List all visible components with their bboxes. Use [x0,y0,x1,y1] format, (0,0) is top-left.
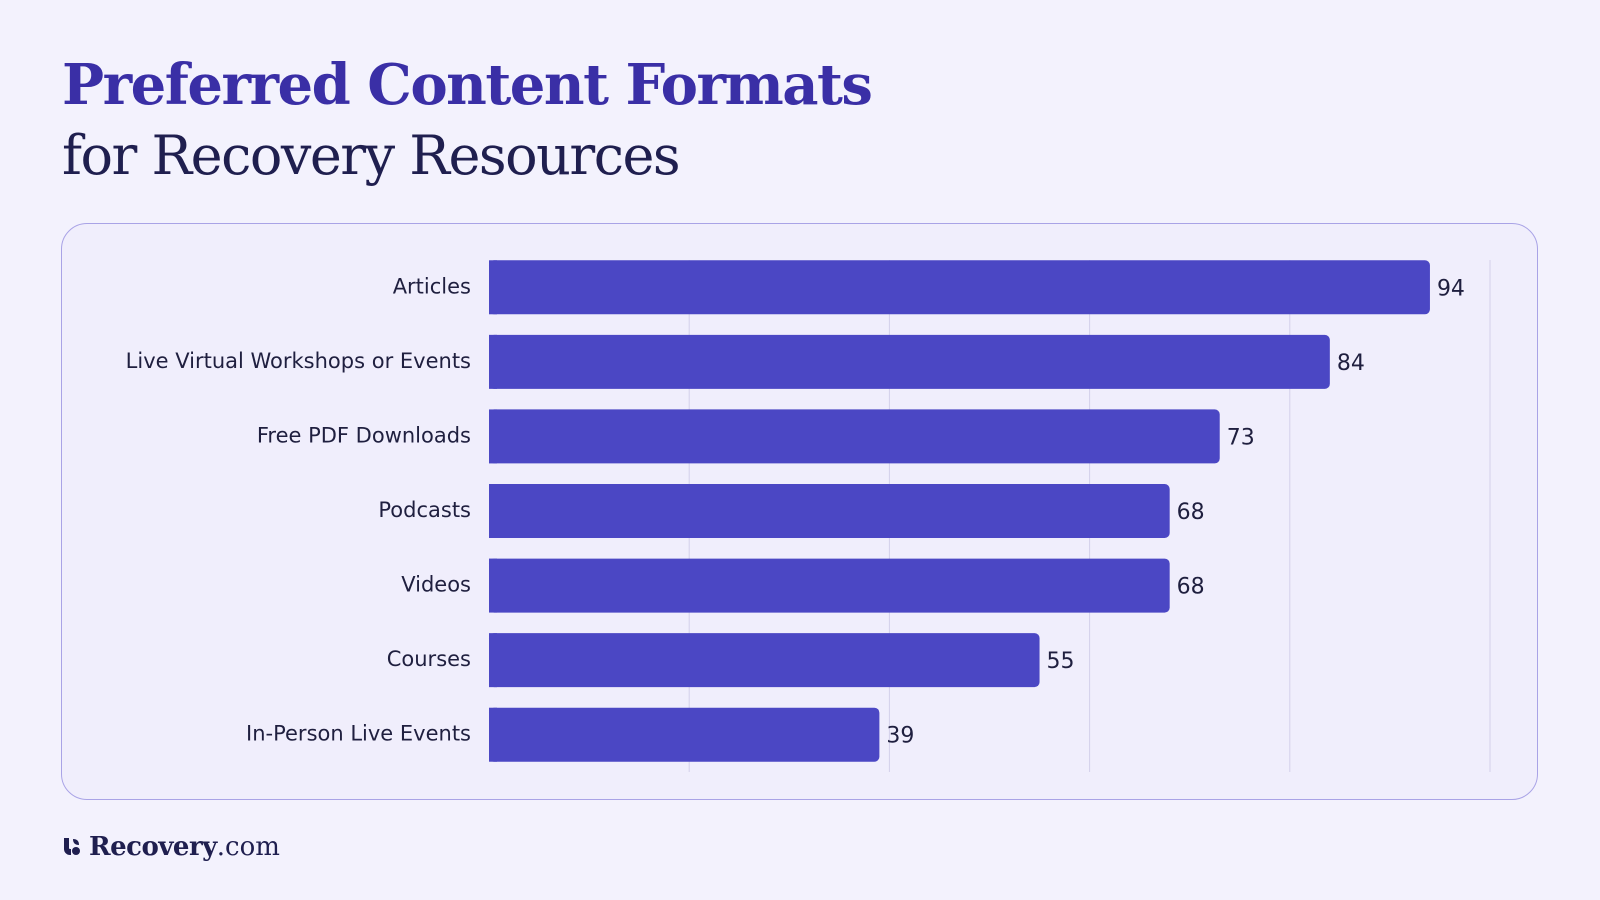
brand-name: Recovery [89,832,217,862]
value-label-courses: 55 [1047,649,1075,674]
chart-card: Articles 94 Live Virtual Workshops or Even… [61,223,1538,800]
brand-logo: Recovery .com [61,832,280,862]
bar-base-in-person-live-events [489,707,497,762]
bar-chart: Articles 94 Live Virtual Workshops or Even… [126,260,1491,772]
category-label-live-virtual-workshops-or-events: Live Virtual Workshops or Events [126,349,471,373]
value-label-live-virtual-workshops-or-events: 84 [1337,351,1365,376]
bar-base-videos [489,558,497,613]
bar-live-virtual-workshops-or-events [489,334,1330,389]
value-label-free-pdf-downloads: 73 [1227,425,1255,450]
category-label-in-person-live-events: In-Person Live Events [246,722,471,746]
category-label-courses: Courses [387,647,471,671]
category-label-videos: Videos [401,573,471,597]
bar-articles [489,260,1430,315]
value-label-articles: 94 [1437,276,1465,301]
brand-tld: .com [216,832,280,862]
value-label-podcasts: 68 [1177,500,1205,525]
bar-base-podcasts [489,484,497,538]
bar-base-articles [489,260,497,315]
chart-subtitle: for Recovery Resources [62,124,681,187]
category-label-podcasts: Podcasts [378,498,471,522]
bar-free-pdf-downloads [489,409,1220,464]
bar-base-live-virtual-workshops-or-events [489,334,497,389]
bar-podcasts [489,484,1170,538]
category-label-articles: Articles [393,274,471,298]
bar-base-courses [489,633,497,688]
bar-videos [489,558,1170,613]
value-label-videos: 68 [1177,575,1205,600]
bar-base-free-pdf-downloads [489,409,497,464]
bar-in-person-live-events [489,707,880,762]
chart-title: Preferred Content Formats [62,52,873,118]
category-label-free-pdf-downloads: Free PDF Downloads [257,423,471,447]
recovery-logo-icon [64,838,80,855]
value-label-in-person-live-events: 39 [886,724,914,749]
bar-courses [489,633,1040,688]
